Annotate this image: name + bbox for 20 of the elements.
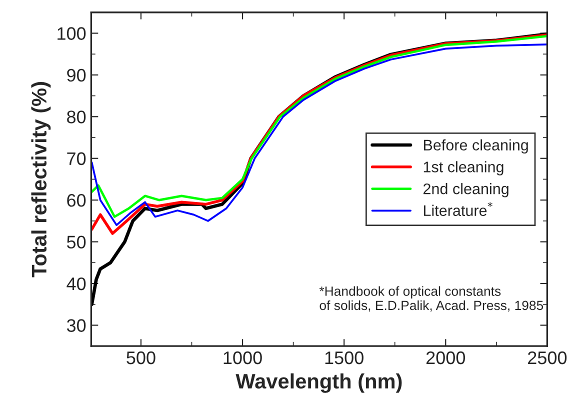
- x-tick-label: 2000: [426, 351, 466, 364]
- y-tick-label: 80: [67, 110, 86, 124]
- legend-label: Before cleaning: [424, 139, 528, 154]
- y-tick-label: 70: [67, 152, 86, 166]
- legend-label: 2nd cleaning: [423, 183, 508, 198]
- y-tick-label: 30: [66, 319, 86, 332]
- y-tick-label: 60: [67, 194, 86, 207]
- annotation: *Handbook of optical constants of solids, E.D.Palik, Acad. Press, 1985: [319, 286, 544, 312]
- x-axis-title: Wavelength (nm): [236, 373, 402, 393]
- y-tick-label: 50: [66, 236, 86, 249]
- x-tick-label: 1000: [224, 351, 262, 364]
- x-tick-label: 2500: [528, 351, 567, 364]
- y-tick-label: 100: [58, 27, 86, 40]
- legend-label: Literature$^{*}$: [424, 202, 492, 216]
- y-tick-label: 40: [66, 277, 86, 290]
- x-tick-label: 500: [126, 351, 156, 364]
- y-tick-label: 90: [67, 68, 86, 82]
- legend-label: 1st cleaning: [424, 161, 504, 176]
- x-tick-label: 1500: [325, 351, 364, 364]
- y-axis-title: Total reflectivity (%): [31, 82, 51, 278]
